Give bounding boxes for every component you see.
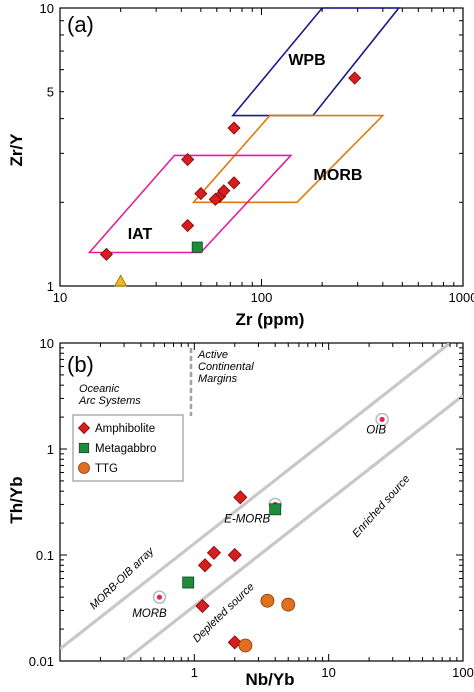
data-point: [181, 218, 195, 233]
panel-a-label: (a): [67, 12, 94, 37]
oceanic-arc-label: Arc Systems: [78, 395, 141, 407]
data-point: [113, 274, 128, 287]
x-tick-label: 10: [321, 665, 335, 680]
y-tick-label: 1: [47, 279, 54, 294]
panel-a-frame: [59, 7, 464, 287]
region-label: IAT: [128, 226, 153, 243]
data-point: [206, 545, 222, 560]
mantle-array-line: [60, 343, 451, 651]
legend-label: Amphibolite: [95, 423, 155, 435]
data-point: [195, 598, 210, 614]
reference-point-dot: [379, 416, 385, 423]
x-tick-label: 100: [452, 665, 474, 680]
region-label: WPB: [288, 52, 325, 69]
data-point: [217, 184, 231, 198]
legend-marker: [77, 421, 91, 435]
region-label: MORB: [314, 167, 363, 184]
data-point: [191, 241, 203, 253]
panel-a-x-axis-label: Zr (ppm): [236, 310, 305, 329]
panel-b-y-axis-label: Th/Yb: [7, 476, 26, 523]
x-tick-label: 10: [53, 290, 67, 305]
data-point: [269, 503, 282, 516]
legend-box: [72, 414, 184, 482]
data-point: [194, 187, 208, 201]
reference-label: E-MORB: [224, 513, 270, 525]
data-point: [227, 635, 242, 650]
y-tick-label: 1: [47, 442, 54, 457]
y-tick-label: 0.01: [29, 654, 54, 669]
data-point: [197, 558, 213, 573]
data-point: [281, 597, 296, 612]
x-tick-label: 1000: [449, 290, 474, 305]
y-tick-label: 0.1: [36, 548, 54, 563]
panel-b: 1 10 100 0.01 0.1 1 10 ActiveContinentalMargin…: [7, 336, 474, 689]
data-point: [233, 490, 248, 505]
data-point: [227, 121, 241, 135]
x-tick-label: 100: [251, 290, 273, 305]
data-point: [227, 547, 242, 563]
y-tick-label: 10: [40, 1, 54, 16]
legend-label: Metagabbro: [95, 443, 156, 455]
panel-b-x-axis-label: Nb/Yb: [245, 670, 294, 689]
morb-oib-array-label: MORB-OIB array: [88, 544, 158, 612]
legend-marker: [78, 442, 90, 454]
data-point: [227, 176, 241, 190]
data-point: [260, 593, 275, 608]
reference-point-dot: [156, 594, 163, 600]
enriched-source-label: Enriched source: [350, 473, 412, 540]
region-outline: [191, 114, 385, 204]
oceanic-arc-label: Oceanic: [79, 383, 120, 395]
panel-a-y-axis-label: Zr/Y: [7, 133, 26, 167]
active-margins-label: Margins: [198, 373, 238, 385]
region-outline: [87, 154, 293, 254]
x-tick-label: 1: [191, 665, 198, 680]
depleted-source-label: Depleted source: [191, 581, 257, 645]
data-point: [181, 152, 195, 167]
legend-label: TTG: [95, 463, 118, 475]
mantle-array-line: [123, 394, 463, 661]
data-point: [99, 247, 114, 261]
data-point: [348, 71, 362, 85]
y-tick-label: 5: [47, 85, 54, 100]
active-margins-label: Continental: [198, 361, 254, 373]
data-point: [182, 576, 195, 589]
reference-label: MORB: [132, 608, 167, 620]
reference-label: OIB: [366, 424, 386, 436]
y-tick-label: 10: [40, 336, 54, 351]
panel-b-frame: [59, 342, 464, 662]
legend-marker: [78, 462, 90, 474]
panel-b-label: (b): [67, 352, 94, 377]
data-point: [238, 638, 253, 653]
active-margins-label: Active: [197, 349, 228, 361]
data-point: [208, 192, 222, 206]
panel-a: WPB MORB IAT 10 100 1000 1 5 10 (a) Zr (ppm) Zr…: [7, 1, 474, 329]
